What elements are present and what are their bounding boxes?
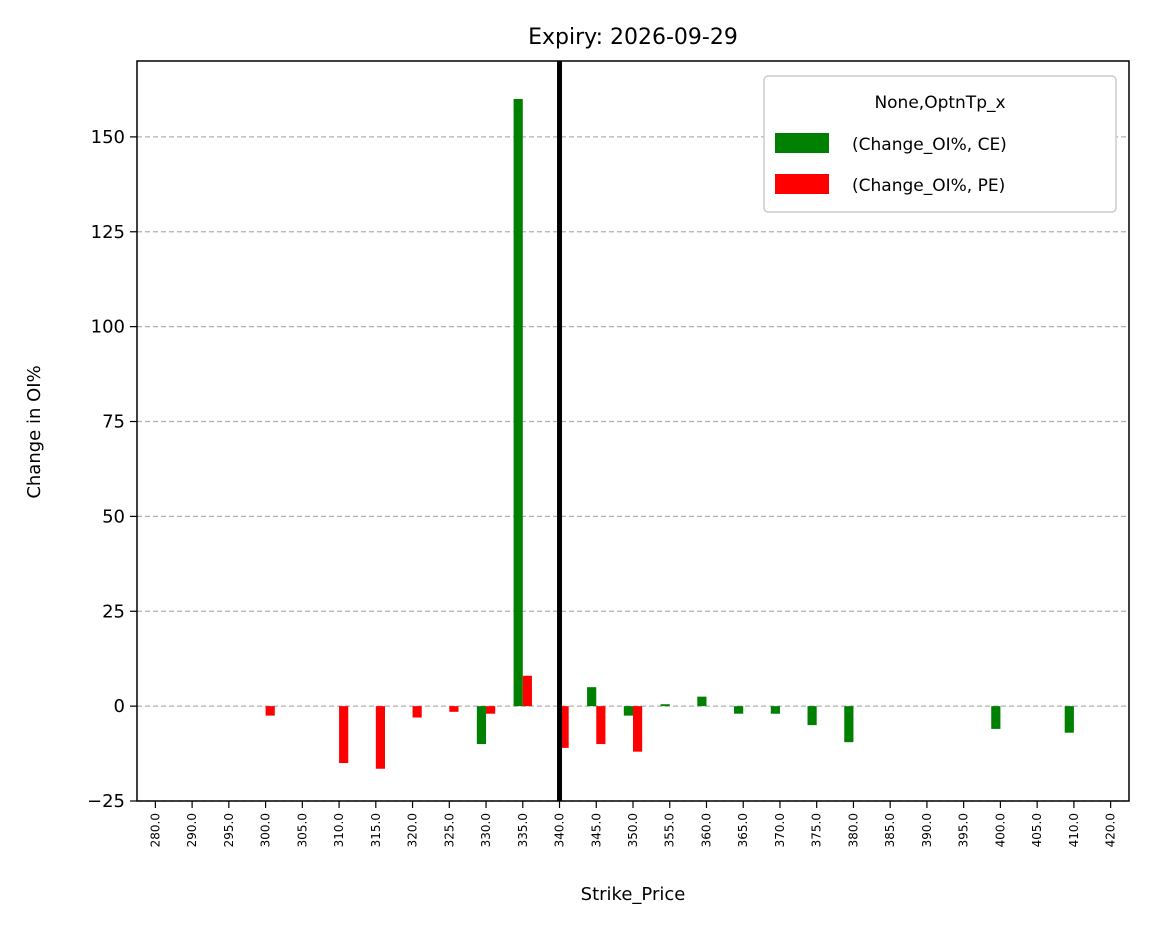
bar-ce	[734, 706, 744, 714]
y-axis-label: Change in OI%	[24, 365, 45, 498]
bar-ce	[587, 687, 597, 707]
x-tick-label: 380.0	[846, 813, 860, 847]
x-tick-label: 395.0	[957, 813, 971, 847]
x-axis-label: Strike_Price	[581, 884, 686, 905]
y-tick-label: 0	[114, 696, 125, 717]
x-tick-label: 325.0	[442, 813, 456, 847]
bar-pe	[559, 706, 569, 748]
x-tick-label: 310.0	[332, 813, 346, 847]
y-tick-label: 25	[102, 601, 125, 622]
y-tick-label: 100	[91, 317, 125, 338]
y-tick-label: 50	[102, 506, 125, 527]
x-tick-label: 370.0	[773, 813, 787, 847]
bar-pe	[596, 706, 606, 745]
x-tick-label: 400.0	[993, 813, 1007, 847]
chart-title: Expiry: 2026-09-29	[528, 25, 738, 50]
y-tick-label: 150	[91, 127, 125, 148]
x-tick-label: 305.0	[295, 813, 309, 847]
bar-pe	[265, 706, 275, 716]
bar-pe	[633, 706, 643, 752]
bar-ce	[476, 706, 487, 745]
legend-label-pe: (Change_OI%, PE)	[852, 176, 1005, 196]
x-tick-label: 295.0	[222, 813, 236, 847]
legend: None,OptnTp_x (Change_OI%, CE) (Change_O…	[763, 75, 1117, 213]
bar-ce	[623, 706, 633, 716]
bar-pe	[412, 706, 422, 718]
legend-swatch-ce	[775, 133, 829, 153]
legend-label-ce: (Change_OI%, CE)	[852, 135, 1007, 155]
x-tick-label: 355.0	[663, 813, 677, 847]
x-tick-label: 385.0	[883, 813, 897, 847]
bar-ce	[991, 706, 1001, 729]
bar-ce	[697, 696, 707, 707]
bar-pe	[375, 706, 385, 769]
bar-ce	[844, 706, 854, 743]
bar-pe	[449, 706, 459, 712]
x-tick-label: 290.0	[185, 813, 199, 847]
legend-box	[763, 75, 1117, 213]
bar-pe	[486, 706, 496, 714]
x-tick-label: 420.0	[1104, 813, 1118, 847]
axis-ticks: −25 0 25 50 75 100 125 150 280.0 290.0 295.0 300.0 3…	[87, 127, 1118, 847]
x-tick-label: 345.0	[589, 813, 603, 847]
x-tick-label: 390.0	[920, 813, 934, 847]
bar-pe	[339, 706, 349, 764]
y-tick-label: 125	[91, 222, 125, 243]
x-tick-label: 375.0	[810, 813, 824, 847]
legend-title: None,OptnTp_x	[874, 93, 1005, 113]
y-tick-label: −25	[87, 791, 125, 812]
bar-ce	[513, 98, 523, 707]
x-tick-label: 300.0	[259, 813, 273, 847]
x-tick-label: 340.0	[553, 813, 567, 847]
x-tick-label: 330.0	[479, 813, 493, 847]
bar-pe	[522, 675, 532, 707]
x-tick-label: 335.0	[516, 813, 530, 847]
bar-ce	[807, 706, 817, 726]
x-tick-label: 315.0	[369, 813, 383, 847]
x-tick-label: 360.0	[699, 813, 713, 847]
x-tick-label: 320.0	[406, 813, 420, 847]
bar-ce	[770, 706, 780, 714]
bars	[265, 98, 1074, 769]
y-tick-label: 75	[102, 412, 125, 433]
legend-swatch-pe	[775, 174, 829, 194]
x-tick-label: 350.0	[626, 813, 640, 847]
bar-ce	[660, 704, 670, 707]
bar-ce	[1064, 706, 1074, 733]
x-tick-label: 365.0	[736, 813, 750, 847]
x-tick-label: 410.0	[1067, 813, 1081, 847]
x-tick-label: 405.0	[1030, 813, 1044, 847]
x-tick-label: 280.0	[148, 813, 162, 847]
